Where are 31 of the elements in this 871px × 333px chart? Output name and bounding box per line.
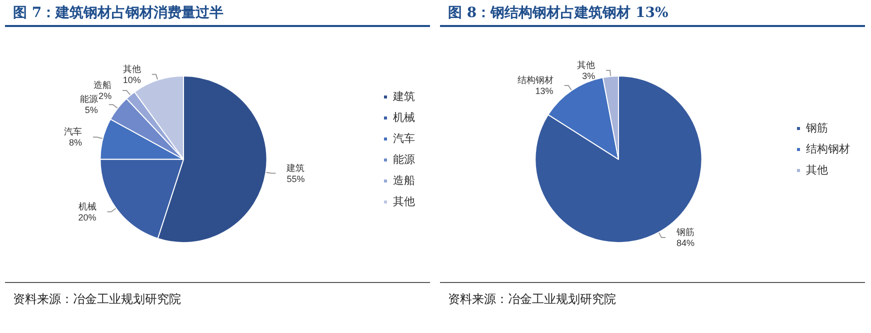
legend-label: 其他 — [393, 195, 415, 208]
slice-label: 汽车 — [64, 126, 82, 137]
data-label: 2% — [98, 90, 112, 101]
legend-label: 造船 — [393, 174, 415, 187]
slice-label: 其他 — [122, 64, 141, 74]
data-label: 10% — [122, 74, 141, 85]
legend-label: 其他 — [806, 164, 828, 176]
data-label: 13% — [535, 86, 554, 96]
data-label: 55% — [286, 174, 305, 184]
chart-title: 图 7：建筑钢材占钢材消费量过半 — [5, 0, 430, 27]
slice-label: 造船 — [94, 80, 112, 90]
data-label: 5% — [84, 105, 98, 116]
slice-label: 其他 — [577, 60, 596, 70]
slice-label: 钢筋 — [676, 227, 695, 238]
text: 资料来源：冶金工业规划研究院 — [440, 282, 865, 308]
slice-label: 建筑 — [286, 162, 305, 173]
slice-label: 机械 — [78, 201, 96, 212]
legend-label: 结构钢材 — [806, 142, 850, 156]
slice-label: 能源 — [80, 94, 98, 104]
data-label: 84% — [676, 238, 695, 248]
chart-title: 图 8：钢结构钢材占建筑钢材 13% — [440, 0, 865, 27]
text: 资料来源：冶金工业规划研究院 — [5, 282, 430, 308]
legend-label: 汽车 — [393, 132, 415, 145]
legend-label: 建筑 — [392, 90, 415, 103]
data-label: 20% — [78, 212, 96, 222]
slice-label: 结构钢材 — [517, 74, 554, 85]
data-label: 3% — [582, 70, 596, 81]
legend-label: 机械 — [393, 111, 415, 124]
legend-label: 钢筋 — [805, 122, 828, 134]
data-label: 8% — [68, 138, 82, 148]
legend-label: 能源 — [393, 153, 415, 166]
